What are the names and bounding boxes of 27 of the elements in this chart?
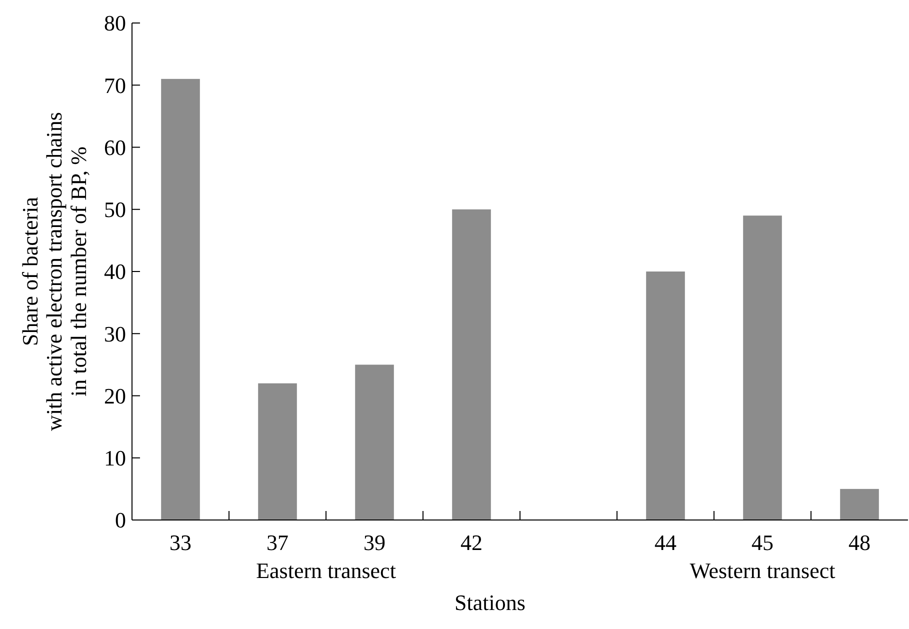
bar [646,272,685,520]
x-tick-label: 45 [752,530,774,555]
x-tick-label: 39 [364,530,386,555]
y-tick-label: 10 [104,446,126,471]
bar [161,78,200,520]
y-tick-label: 60 [104,134,126,160]
y-tick-label: 20 [104,383,126,408]
y-tick-label: 50 [104,197,126,222]
y-tick-label: 30 [104,321,126,346]
bar [840,488,879,520]
bar [452,209,491,520]
y-tick-label: 0 [115,508,126,533]
x-tick-label: 33 [170,530,192,555]
text: Eastern transect [256,558,396,583]
x-tick-label: 42 [460,530,482,555]
x-tick-label: 44 [654,530,676,555]
y-axis-title: Share of bacteria with active electron transport chains in total the number of BP, % [18,112,91,431]
text: Western transect [690,558,836,583]
y-tick-label: 70 [104,72,126,98]
y-tick-label: 80 [104,10,126,36]
x-tick-label: 37 [266,530,288,555]
y-tick-label: 40 [104,259,126,284]
bar [355,364,394,520]
bar [258,383,297,520]
x-tick-label: 48 [848,530,870,555]
x-axis-title: Stations [454,590,526,615]
bar [743,216,782,520]
